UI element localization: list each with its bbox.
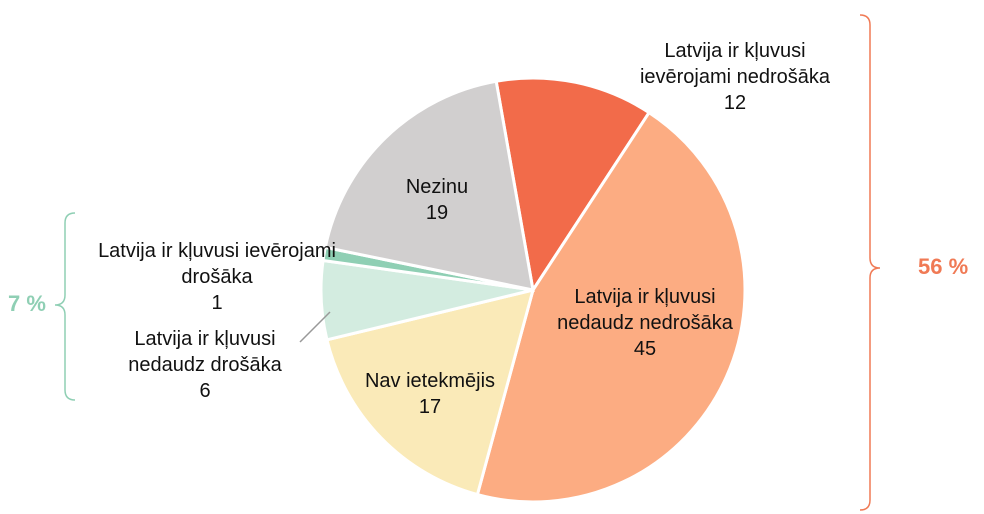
leader-line bbox=[299, 311, 331, 343]
slice-label: Latvija ir kļuvusi ievērojami nedrošāka 1… bbox=[620, 38, 850, 116]
slice-value: 19 bbox=[425, 202, 449, 224]
slice-value: 6 bbox=[199, 380, 211, 402]
slice-value: 17 bbox=[418, 396, 442, 418]
bracket-label: 7 % bbox=[8, 291, 46, 316]
pie-slice bbox=[325, 287, 536, 497]
slice-label: Latvija ir kļuvusi nedaudz drošāka 6 bbox=[100, 326, 310, 404]
bracket-label: 56 % bbox=[918, 254, 969, 279]
slice-name: Latvija ir kļuvusi nedaudz nedrošāka bbox=[557, 286, 733, 334]
slice-label: Latvija ir kļuvusi nedaudz nedrošāka 45 bbox=[545, 284, 745, 362]
slice-label: Nav ietekmējis 17 bbox=[330, 368, 530, 420]
slice-name: Nav ietekmējis bbox=[364, 370, 496, 392]
slice-value: 1 bbox=[211, 292, 223, 314]
slice-value: 12 bbox=[723, 92, 747, 114]
slice-name: Latvija ir kļuvusi ievērojami drošāka bbox=[98, 240, 336, 288]
slice-name: Latvija ir kļuvusi nedaudz drošāka bbox=[128, 328, 282, 376]
slice-name: Latvija ir kļuvusi ievērojami nedrošāka bbox=[639, 40, 831, 88]
pie-slice bbox=[475, 110, 747, 504]
pie-slice bbox=[323, 79, 535, 292]
slice-name: Nezinu bbox=[405, 176, 469, 198]
pie-slice bbox=[494, 76, 652, 294]
bracket bbox=[859, 14, 881, 511]
bracket bbox=[54, 212, 76, 401]
slice-label: Nezinu 19 bbox=[377, 174, 497, 226]
slice-label: Latvija ir kļuvusi ievērojami drošāka 1 bbox=[67, 238, 367, 316]
slice-value: 45 bbox=[633, 338, 657, 360]
